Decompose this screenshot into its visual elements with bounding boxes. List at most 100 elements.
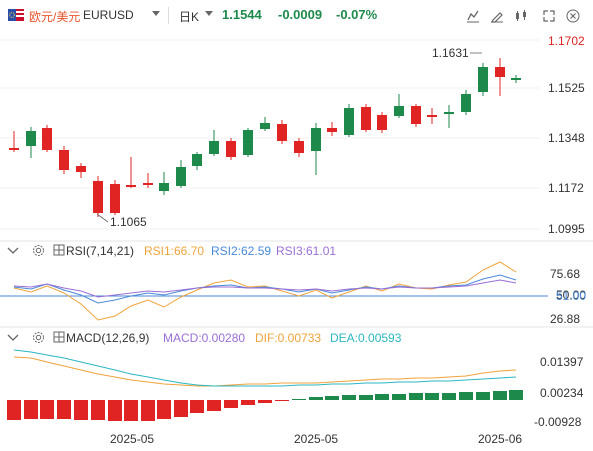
rsi-name[interactable]: RSI(7,14,21) [66, 244, 135, 258]
period-dropdown-icon[interactable] [205, 11, 213, 16]
high-price-label: 1.1631 [432, 46, 469, 60]
low-marker [96, 213, 109, 223]
candle-body [394, 106, 404, 116]
indicator-box-icon[interactable] [53, 244, 65, 256]
dea-line [13, 349, 517, 387]
candle-body [511, 78, 521, 80]
collapse-icon[interactable] [6, 246, 20, 256]
macd-bar [325, 396, 339, 400]
rsi-axis-label: 26.88 [550, 312, 580, 326]
candle-body [26, 131, 36, 146]
rsi-pane [0, 261, 548, 321]
candle-body [461, 94, 471, 112]
candle-body [277, 124, 287, 141]
candle-body [294, 141, 304, 153]
macd-bar [459, 392, 473, 400]
macd-axis-label: -0.00928 [534, 415, 582, 429]
eu-us-flag-icon [8, 9, 24, 21]
rsi-axis-label: 75.68 [550, 267, 580, 281]
rsi1-value: RSI1:66.70 [144, 244, 205, 258]
macd-name[interactable]: MACD(12,26,9) [66, 331, 150, 345]
price-axis-label: 1.1702 [548, 34, 585, 48]
macd-bar [190, 400, 204, 413]
candle-body [209, 141, 219, 154]
settings-icon[interactable] [32, 244, 45, 257]
settings-icon[interactable] [32, 331, 45, 344]
macd-bar [359, 395, 373, 400]
candle-body [411, 106, 421, 124]
symbol-dropdown-icon[interactable] [152, 11, 160, 16]
candle-body [176, 167, 186, 186]
macd-bar [309, 397, 323, 400]
price-axis-label: 1.0995 [548, 222, 585, 236]
macd-bar [442, 393, 456, 400]
candle-body [159, 183, 169, 191]
pair-name-zh[interactable]: 欧元/美元 [29, 10, 81, 24]
macd-bar [493, 391, 507, 400]
draw-tool-icon[interactable] [489, 9, 505, 23]
rsi-ref-label: 51.00 [556, 289, 586, 303]
price-axis-label: 1.1348 [548, 131, 585, 145]
price-axis-label: 1.1172 [548, 181, 584, 195]
collapse-icon[interactable] [6, 333, 20, 343]
macd-value: MACD:0.00280 [163, 331, 246, 345]
macd-bar [174, 400, 188, 417]
indicator-box-icon[interactable] [53, 331, 65, 343]
rsi-axis-label: 50.00 [556, 288, 586, 302]
macd-legend: MACD(12,26,9) MACD:0.00280 DIF:0.00733 D… [0, 330, 420, 348]
price-change: -0.0009 [278, 7, 323, 22]
time-axis-label: 2025-06 [478, 432, 522, 446]
macd-bar [74, 400, 88, 420]
dif-value: DIF:0.00733 [255, 331, 322, 345]
divider [168, 7, 169, 24]
rsi1-line [13, 261, 517, 321]
macd-bar [509, 390, 523, 400]
macd-bar [124, 400, 138, 421]
candle-body [478, 67, 488, 92]
macd-bar [392, 394, 406, 400]
indicator-icon[interactable] [465, 9, 481, 23]
macd-bar [7, 400, 21, 420]
macd-pane [7, 349, 523, 421]
rsi-legend: RSI(7,14,21) RSI1:66.70 RSI2:62.59 RSI3:… [0, 243, 420, 261]
candle-body [59, 150, 69, 170]
candle-body [260, 123, 270, 129]
macd-bar [91, 400, 105, 420]
candle-body [377, 115, 387, 130]
close-icon[interactable] [565, 9, 581, 23]
macd-bar [275, 400, 289, 401]
macd-bar [40, 400, 54, 419]
macd-axis-label: 0.01397 [540, 355, 584, 369]
macd-bar [409, 393, 423, 400]
candle-body [311, 128, 321, 151]
candle-body [42, 128, 52, 150]
candle-body [76, 166, 86, 172]
last-price: 1.1544 [222, 7, 262, 22]
macd-bar [108, 400, 122, 421]
dea-value: DEA:0.00593 [330, 331, 402, 345]
macd-bar [57, 400, 71, 419]
dif-line [13, 356, 517, 387]
pair-symbol[interactable]: EURUSD [83, 8, 134, 22]
symbol-bar: 欧元/美元 EURUSD 日K 1.1544 -0.0009 -0.07% [0, 0, 593, 30]
macd-bar [375, 394, 389, 400]
candle-body [143, 183, 153, 185]
expand-icon[interactable] [541, 9, 557, 23]
macd-axis-label: 0.00234 [540, 386, 584, 400]
candle-body [192, 154, 202, 166]
period-selector[interactable]: 日K [179, 10, 200, 24]
candle-body [361, 107, 371, 130]
candle-body [444, 112, 454, 114]
chart-type-icon[interactable] [513, 9, 529, 23]
macd-bar [292, 399, 306, 400]
macd-bar [24, 400, 38, 419]
price-change-pct: -0.07% [336, 7, 378, 22]
macd-bar [141, 400, 155, 421]
candle-body [226, 141, 236, 157]
rsi2-line [13, 274, 517, 304]
candle-body [344, 108, 354, 135]
rsi3-value: RSI3:61.01 [276, 244, 337, 258]
candle-body [9, 148, 19, 150]
